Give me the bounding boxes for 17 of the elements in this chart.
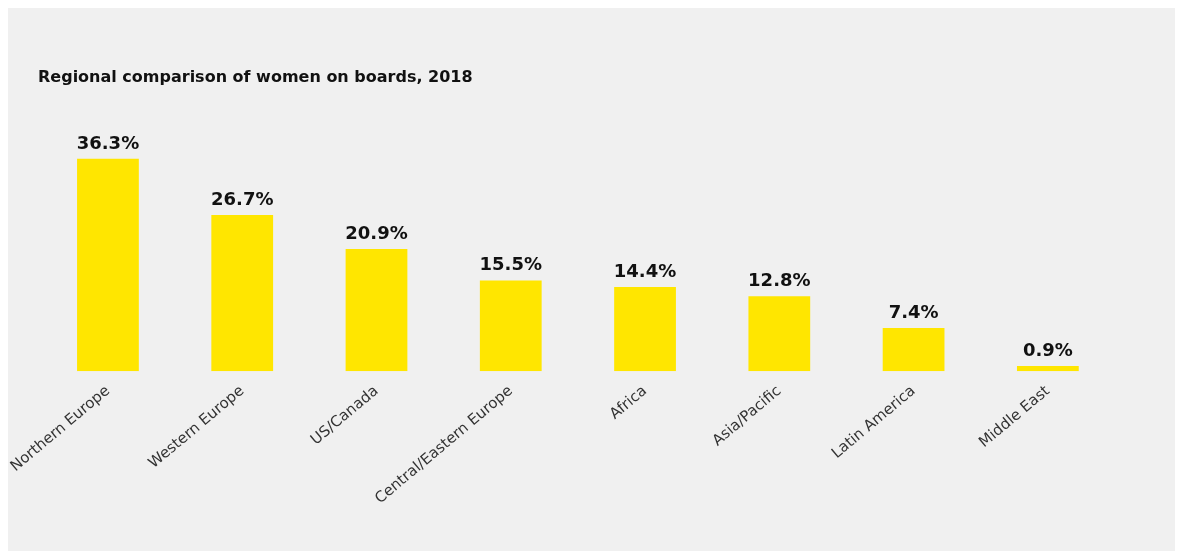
bar <box>614 286 676 372</box>
data-label: 12.8% <box>748 269 811 291</box>
data-label: 36.3% <box>76 131 140 153</box>
bar <box>479 280 542 372</box>
bar <box>345 248 408 372</box>
bar <box>882 327 945 372</box>
bar <box>77 158 139 372</box>
bar <box>1016 365 1079 372</box>
data-label: 20.9% <box>345 221 408 243</box>
data-label: 0.9% <box>1022 338 1073 360</box>
data-label: 7.4% <box>888 300 939 322</box>
data-label: 14.4% <box>613 259 677 281</box>
data-label: 15.5% <box>479 253 542 275</box>
chart-title: Regional comparison of women on boards, 2018 <box>38 66 473 86</box>
data-label: 26.7% <box>210 187 274 209</box>
bar <box>748 296 811 372</box>
bar <box>211 215 274 372</box>
